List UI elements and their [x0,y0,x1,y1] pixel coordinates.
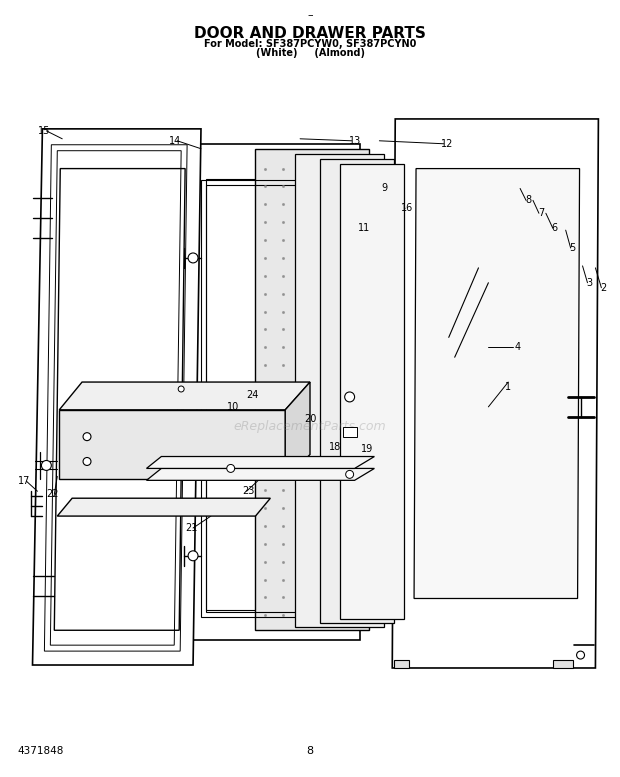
Text: 4: 4 [515,343,521,352]
Text: 14: 14 [169,136,181,146]
Polygon shape [295,154,384,627]
Circle shape [188,392,198,402]
Polygon shape [285,382,310,479]
Polygon shape [60,382,310,409]
Text: eReplacementParts.com: eReplacementParts.com [234,420,386,434]
Text: 5: 5 [570,243,576,253]
Text: 12: 12 [441,139,453,148]
Text: 9: 9 [381,183,388,193]
Text: 8: 8 [525,195,531,205]
Polygon shape [414,169,580,598]
Text: 3: 3 [587,277,593,287]
Text: 23: 23 [242,486,255,497]
Text: 10: 10 [226,402,239,412]
Text: –: – [307,10,313,19]
Polygon shape [374,159,392,620]
Circle shape [83,433,91,441]
Text: 4371848: 4371848 [17,747,64,756]
Polygon shape [206,179,340,611]
Text: 21: 21 [185,523,197,533]
Circle shape [178,386,184,392]
Text: 24: 24 [246,390,259,400]
Polygon shape [553,660,573,668]
Text: 18: 18 [329,441,341,451]
Text: 6: 6 [552,223,558,233]
Text: 17: 17 [19,476,31,486]
Text: 15: 15 [38,126,51,136]
Circle shape [42,461,51,470]
Circle shape [345,392,355,402]
Polygon shape [57,498,270,516]
Circle shape [227,465,235,472]
Bar [343,427,356,437]
Text: 8: 8 [306,747,314,756]
Polygon shape [340,164,404,619]
Circle shape [188,253,198,263]
Text: DOOR AND DRAWER PARTS: DOOR AND DRAWER PARTS [194,26,426,40]
Polygon shape [350,171,368,611]
Text: 19: 19 [361,444,374,454]
Text: 16: 16 [401,204,414,214]
Text: 11: 11 [358,223,371,233]
Text: For Model: SF387PCYW0, SF387PCYN0: For Model: SF387PCYW0, SF387PCYN0 [204,39,416,48]
Text: 20: 20 [304,414,316,423]
Circle shape [188,551,198,561]
Text: 7: 7 [538,208,544,218]
Polygon shape [146,457,374,469]
Polygon shape [55,169,185,630]
Polygon shape [186,144,360,640]
Polygon shape [60,409,285,479]
Text: 1: 1 [505,382,511,392]
Circle shape [83,458,91,465]
Polygon shape [320,159,394,623]
Polygon shape [146,469,374,480]
Polygon shape [392,119,598,668]
Text: 13: 13 [348,136,361,146]
Text: 2: 2 [600,283,606,293]
Polygon shape [394,660,409,668]
Polygon shape [32,129,201,665]
Text: 22: 22 [46,490,58,500]
Circle shape [577,651,585,659]
Circle shape [346,470,353,479]
Text: (White)     (Almond): (White) (Almond) [255,48,365,58]
Polygon shape [255,148,370,630]
Polygon shape [360,165,378,615]
